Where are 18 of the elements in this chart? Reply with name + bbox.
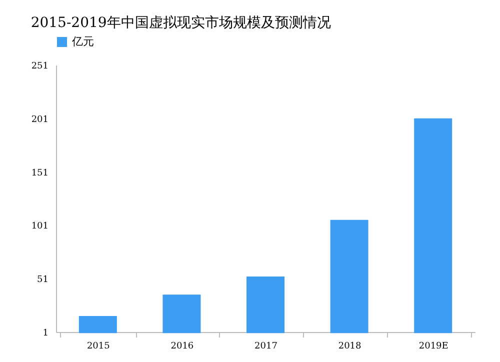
bar xyxy=(330,220,368,334)
y-tick-label: 101 xyxy=(31,222,48,232)
bar xyxy=(414,118,452,334)
x-tick-label: 2015 xyxy=(86,342,110,352)
bar xyxy=(246,276,284,334)
y-tick-label: 251 xyxy=(31,62,48,72)
x-tick-label: 2016 xyxy=(170,342,194,352)
y-tick-label: 151 xyxy=(31,168,48,178)
x-tick-label: 2017 xyxy=(254,342,278,352)
bar xyxy=(78,316,117,334)
chart-title: 2015-2019年中国虚拟现实市场规模及预测情况 xyxy=(30,15,331,31)
x-tick-label: 2018 xyxy=(338,342,362,352)
bar xyxy=(162,294,201,334)
x-tick-label: 2019E xyxy=(418,342,448,352)
y-tick-label: 51 xyxy=(37,275,48,286)
legend-label: 亿元 xyxy=(71,35,94,48)
y-tick-label: 1 xyxy=(42,328,48,338)
y-tick-label: 201 xyxy=(31,114,48,125)
